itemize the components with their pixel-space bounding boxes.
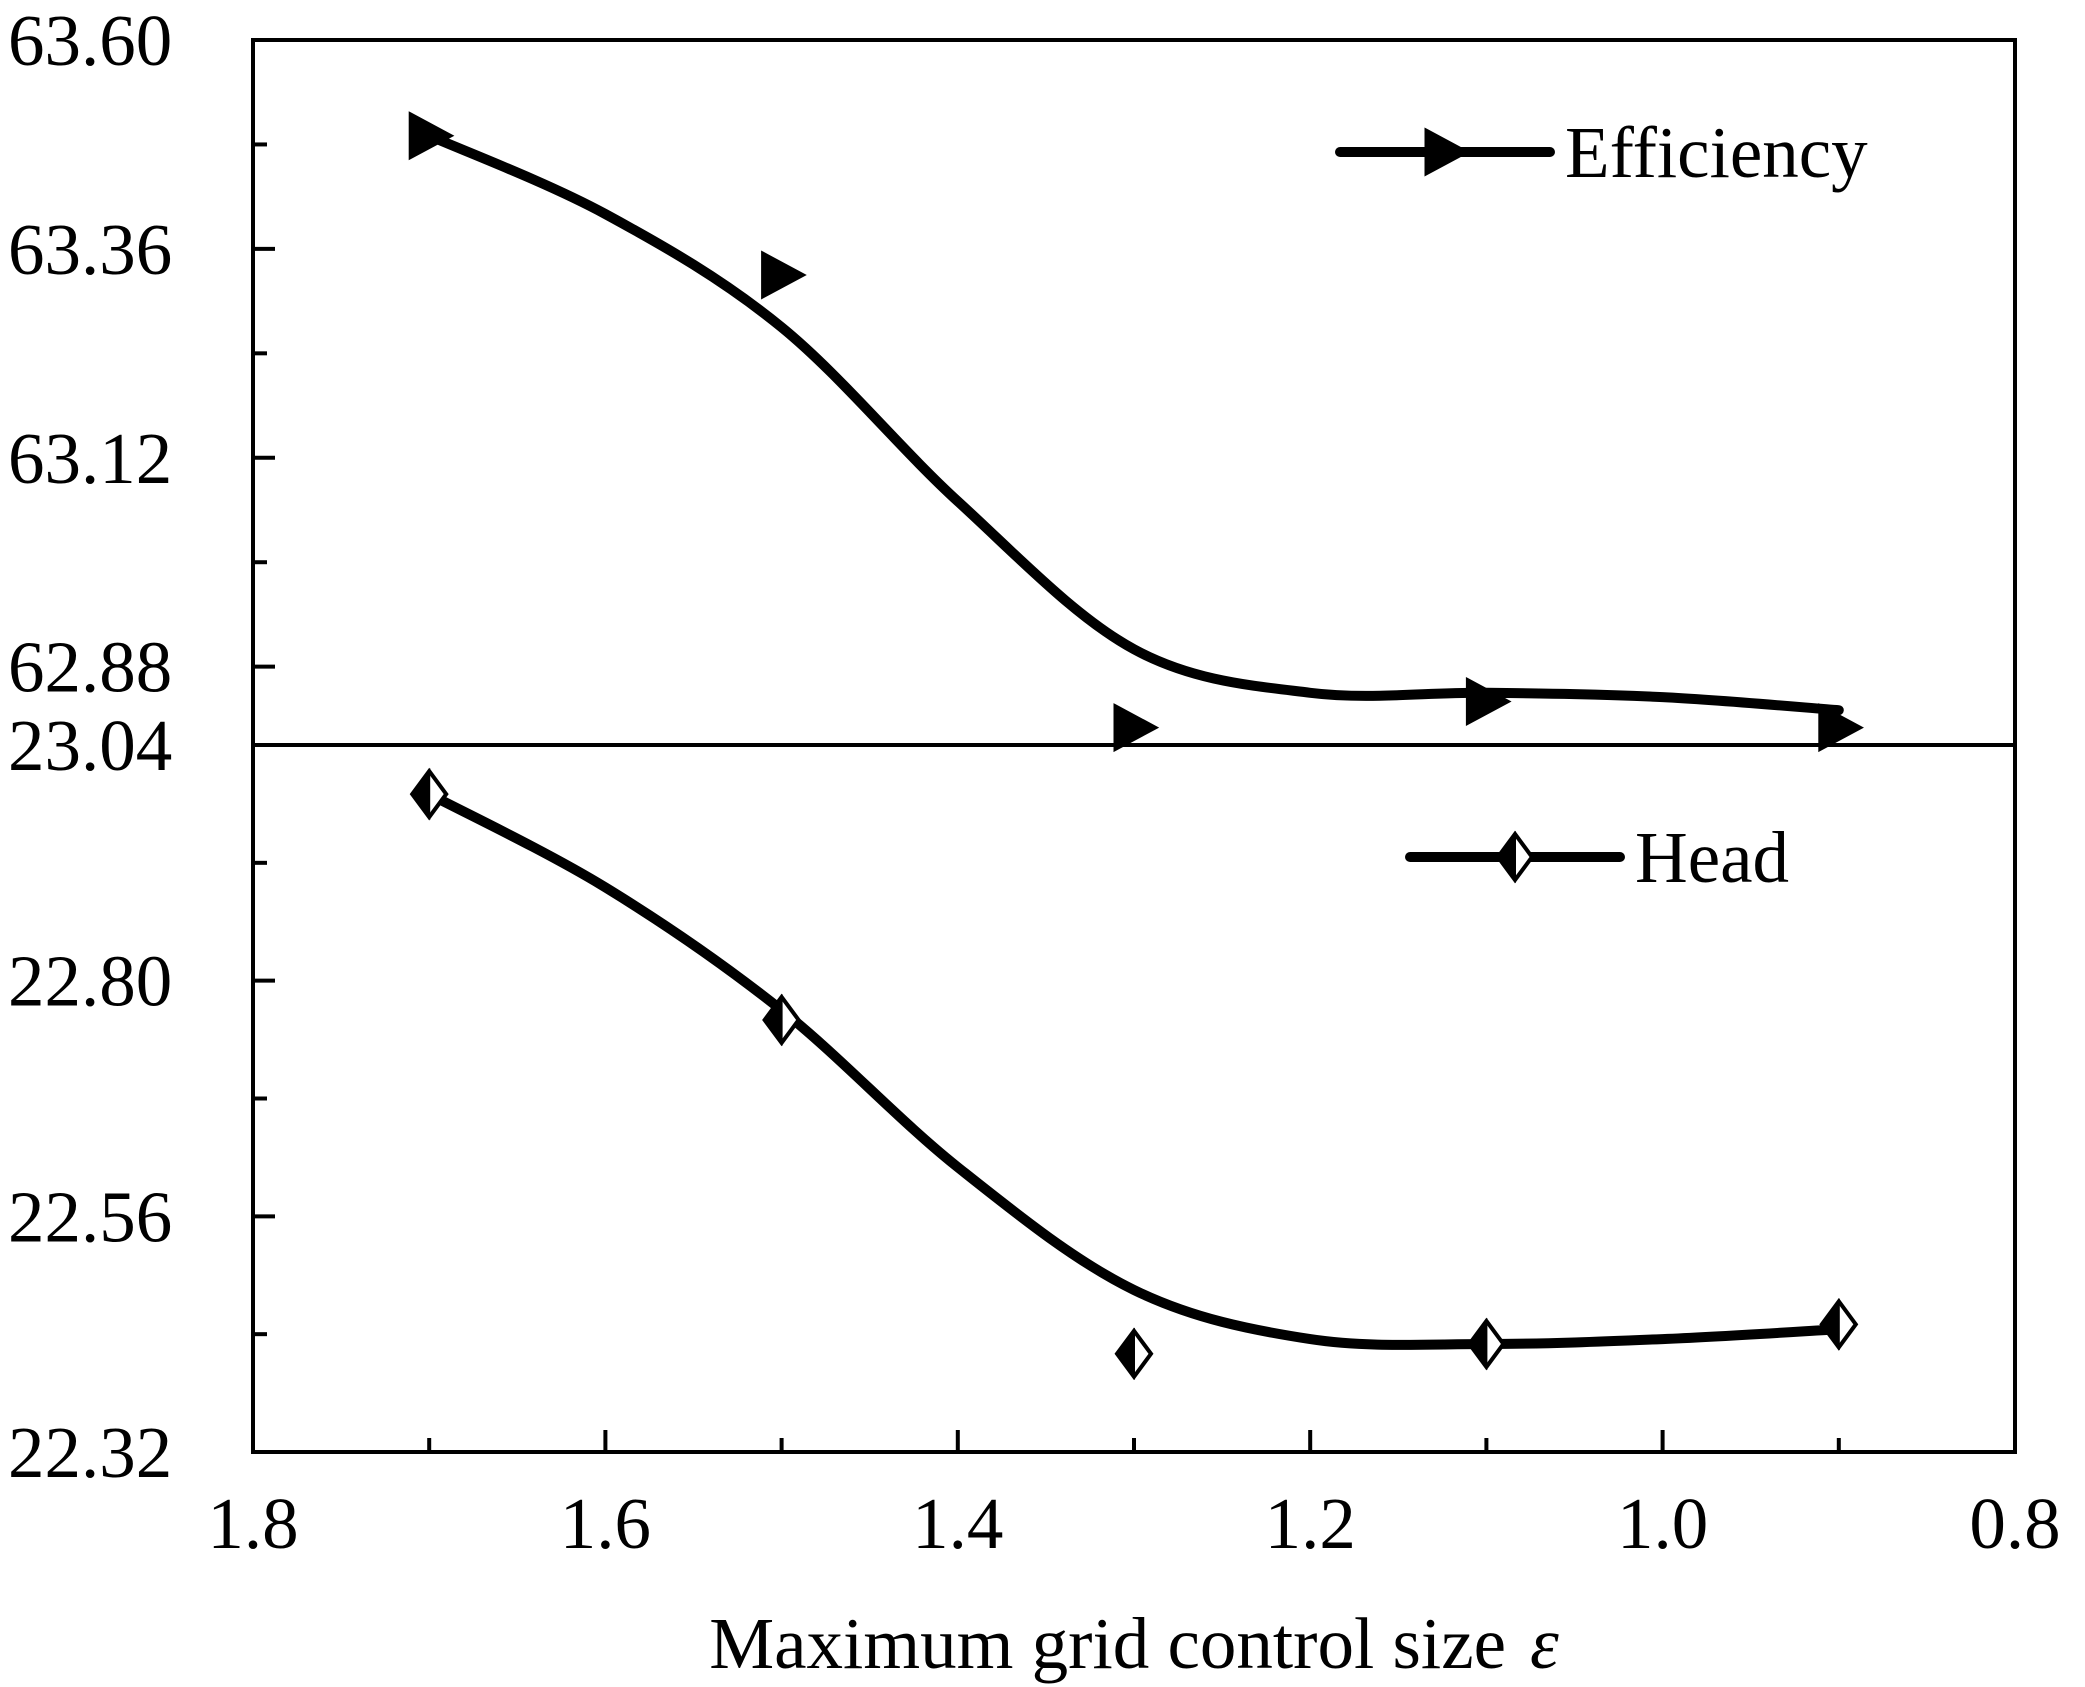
legend-label: Efficiency (1565, 112, 1868, 193)
data-point-efficiency (1818, 703, 1864, 753)
diamond-half-fill (1468, 1317, 1488, 1371)
data-point-efficiency (761, 250, 807, 300)
y-tick-label-bottom: 22.80 (8, 941, 172, 1022)
diamond-half-fill (763, 993, 783, 1046)
tick-labels: 1.8 1.6 1.4 1.2 1.0 0.8 62.88 63.12 63.36 63.60 22… (8, 0, 2061, 1564)
data-point-efficiency (408, 111, 455, 161)
series-markers (408, 111, 1864, 1381)
x-tick-label: 1.8 (207, 1483, 298, 1564)
diamond-half-fill (1496, 830, 1516, 884)
y-tick-label-top: 63.60 (8, 0, 172, 81)
series-curves (424, 130, 1844, 1350)
x-axis-title-text: Maximum grid control size (709, 1603, 1506, 1684)
y-tick-label-bottom: 22.56 (8, 1176, 172, 1257)
series-line-efficiency (424, 130, 1844, 716)
x-tick-label: 0.8 (1969, 1483, 2060, 1564)
series-line-head (424, 789, 1844, 1350)
legends: Efficiency Head (1335, 112, 1868, 898)
x-tick-label: 1.2 (1265, 1483, 1356, 1564)
data-point-efficiency (1465, 676, 1512, 726)
y-tick-label-top: 62.88 (8, 627, 172, 708)
x-tick-label: 1.6 (560, 1483, 651, 1564)
y-tick-label-top: 63.36 (8, 209, 172, 290)
y-tick-label-top: 63.12 (8, 418, 172, 499)
x-axis-symbol: ε (1530, 1603, 1559, 1684)
plot-frame (251, 38, 2017, 1454)
y-tick-label-bottom: 22.32 (8, 1412, 172, 1493)
x-tick-label: 1.0 (1617, 1483, 1708, 1564)
data-point-head (1114, 1327, 1154, 1381)
legend-label: Head (1635, 817, 1789, 898)
data-point-efficiency (1113, 703, 1160, 753)
diamond-half-fill (1820, 1298, 1840, 1351)
axis-ticks (251, 38, 2017, 1454)
legend-marker (1424, 127, 1471, 177)
data-point-head (409, 767, 449, 821)
data-point-head (1466, 1317, 1506, 1371)
data-point-head (1819, 1297, 1859, 1351)
diamond-half-fill (1115, 1327, 1135, 1380)
legend-head: Head (1405, 817, 1789, 898)
diamond-half-fill (410, 768, 431, 821)
legend-efficiency: Efficiency (1335, 112, 1868, 193)
y-tick-label-bottom: 23.04 (8, 705, 172, 786)
legend-marker (1495, 830, 1535, 884)
x-axis-title: Maximum grid control size ε (709, 1603, 1559, 1684)
x-tick-label: 1.4 (912, 1483, 1003, 1564)
data-point-head (762, 993, 802, 1047)
